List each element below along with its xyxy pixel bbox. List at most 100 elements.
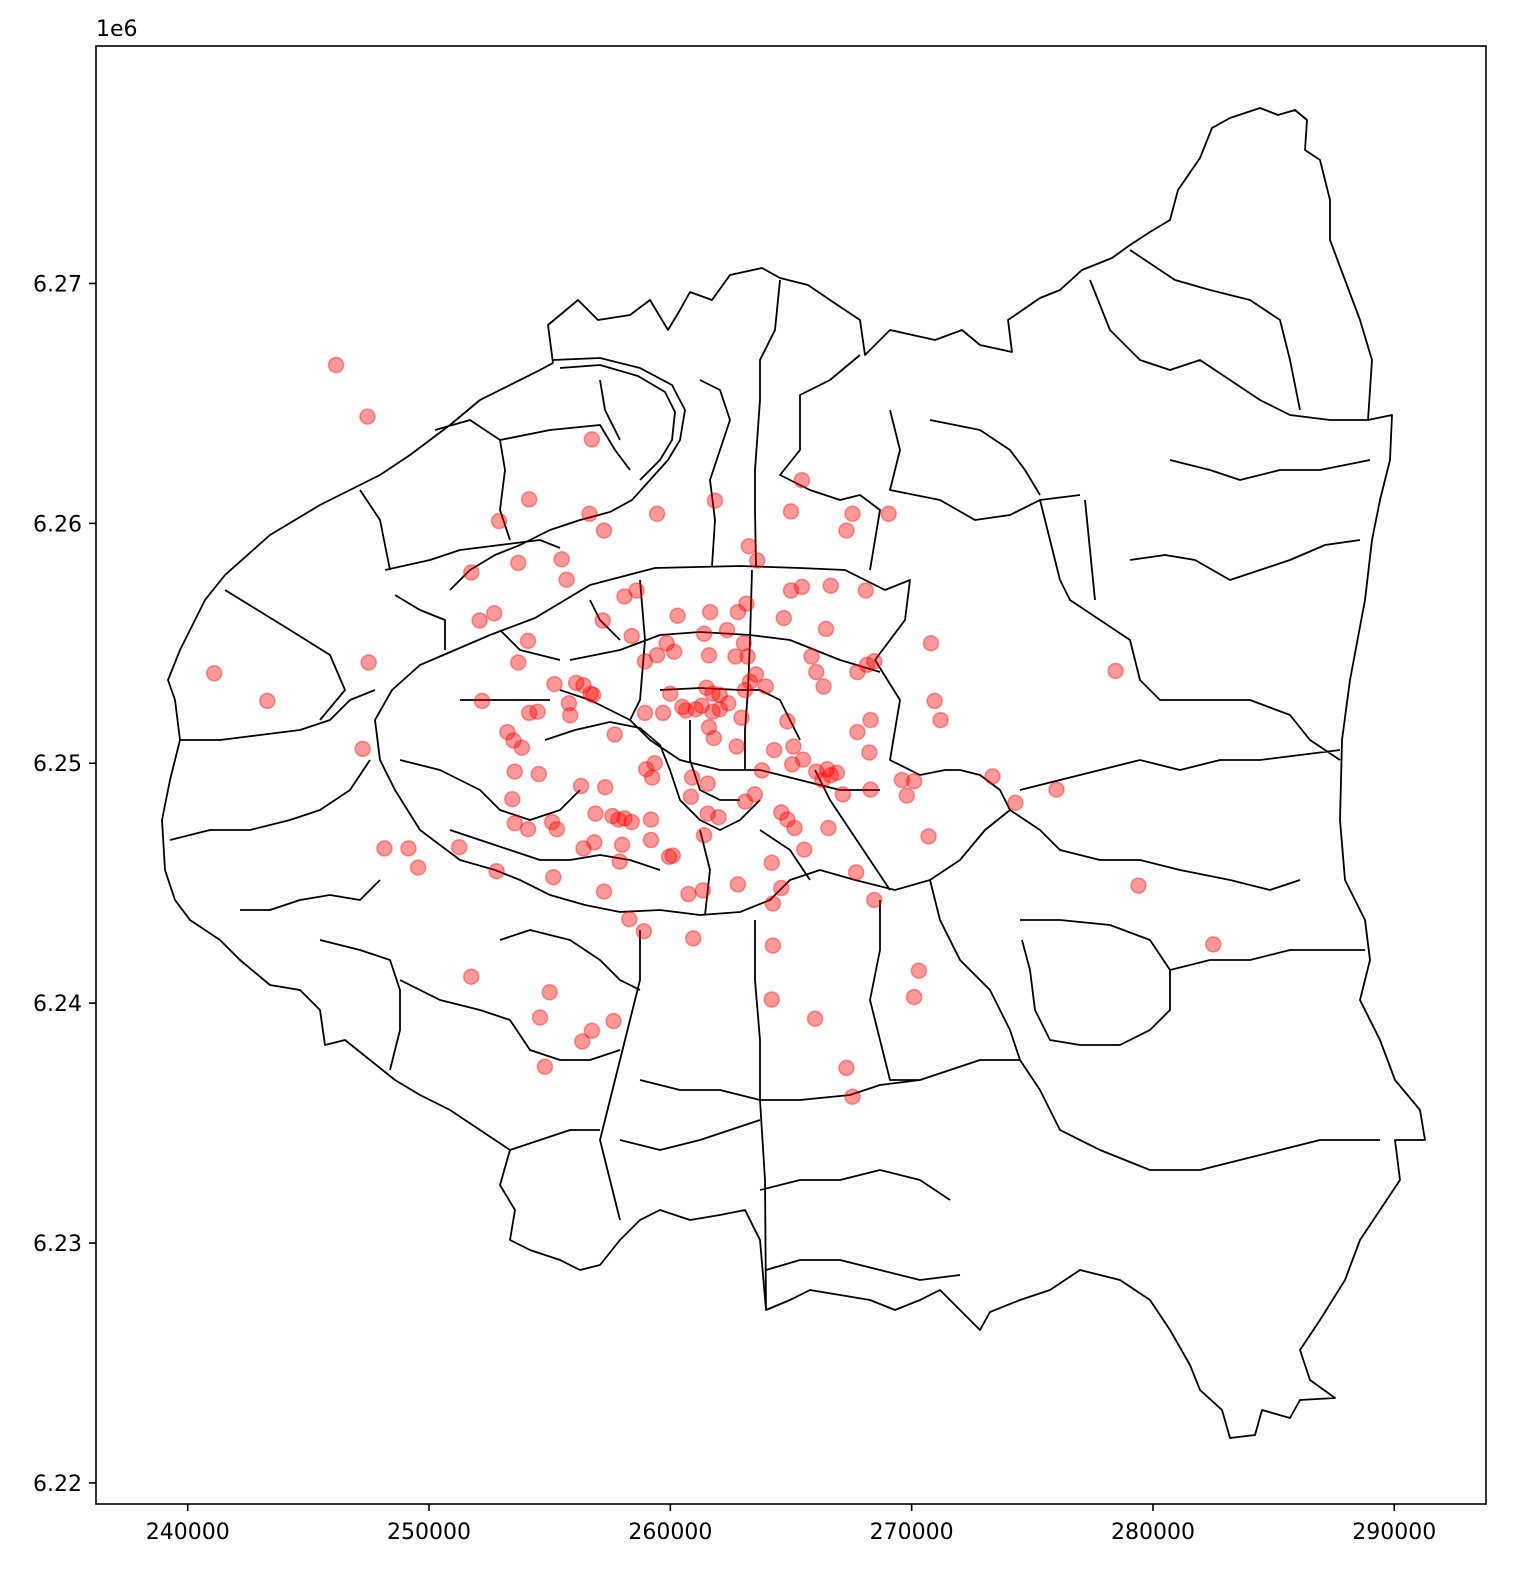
data-point bbox=[905, 772, 923, 790]
data-point bbox=[926, 692, 943, 710]
data-point bbox=[669, 607, 686, 624]
data-point bbox=[635, 922, 653, 940]
data-point bbox=[506, 763, 523, 780]
data-point bbox=[409, 859, 427, 876]
data-point bbox=[582, 685, 599, 702]
data-point bbox=[520, 704, 538, 722]
data-point bbox=[636, 704, 654, 722]
data-point bbox=[920, 828, 937, 845]
data-point bbox=[558, 571, 575, 588]
data-point bbox=[706, 492, 724, 509]
data-point bbox=[664, 847, 682, 864]
data-point bbox=[862, 711, 879, 729]
y-tick-label: 6.24 bbox=[33, 992, 82, 1017]
data-point bbox=[701, 603, 719, 621]
data-point bbox=[757, 678, 774, 695]
data-point bbox=[922, 635, 940, 652]
plot-frame bbox=[95, 45, 1487, 1505]
data-point bbox=[595, 522, 613, 539]
data-point bbox=[1130, 877, 1147, 894]
point-markers bbox=[205, 356, 1222, 1105]
data-point bbox=[763, 854, 780, 872]
data-point bbox=[704, 685, 721, 702]
data-point bbox=[605, 1012, 622, 1030]
region-outline bbox=[161, 107, 1426, 1439]
data-point bbox=[898, 787, 916, 804]
data-point bbox=[623, 813, 640, 831]
data-point bbox=[643, 769, 661, 786]
data-point bbox=[519, 820, 537, 838]
data-point bbox=[450, 838, 468, 856]
data-point bbox=[545, 868, 562, 886]
data-point bbox=[683, 769, 701, 786]
data-point bbox=[567, 674, 585, 692]
data-point bbox=[531, 1009, 549, 1026]
data-point bbox=[700, 719, 718, 736]
data-point bbox=[838, 1059, 855, 1077]
data-point bbox=[796, 841, 813, 858]
data-point bbox=[1107, 662, 1124, 680]
data-point bbox=[862, 781, 879, 798]
data-point bbox=[748, 552, 766, 569]
data-point bbox=[685, 930, 702, 947]
data-point bbox=[400, 840, 417, 857]
y-tick-label: 6.27 bbox=[33, 272, 82, 297]
data-point bbox=[775, 609, 793, 627]
data-point bbox=[660, 848, 678, 866]
data-point bbox=[733, 709, 750, 726]
data-point bbox=[786, 819, 803, 837]
data-point bbox=[583, 1022, 601, 1039]
data-point bbox=[682, 788, 700, 806]
data-point bbox=[519, 632, 537, 650]
data-point bbox=[866, 891, 883, 909]
x-tick-label: 280000 bbox=[1111, 1520, 1195, 1545]
data-point bbox=[834, 786, 852, 803]
data-point bbox=[572, 777, 590, 795]
data-point bbox=[710, 808, 727, 826]
data-point bbox=[575, 840, 592, 857]
data-point bbox=[820, 819, 837, 837]
data-point bbox=[543, 813, 561, 831]
data-point bbox=[753, 762, 771, 779]
data-point bbox=[541, 984, 558, 1001]
data-point bbox=[698, 679, 715, 696]
data-point bbox=[610, 811, 627, 828]
x-axis: 240000 250000 260000 270000 280000 290000 bbox=[146, 1504, 1436, 1545]
data-point bbox=[932, 711, 949, 729]
data-point bbox=[818, 760, 836, 778]
data-point bbox=[575, 677, 592, 694]
data-point bbox=[718, 621, 736, 639]
data-point bbox=[548, 820, 566, 838]
data-point bbox=[700, 647, 718, 664]
data-point bbox=[866, 653, 883, 670]
y-offset-label: 1e6 bbox=[96, 17, 138, 42]
data-point bbox=[536, 1058, 554, 1075]
data-point bbox=[642, 811, 660, 828]
data-point bbox=[574, 1033, 591, 1050]
data-point bbox=[822, 577, 840, 594]
data-point bbox=[485, 605, 503, 622]
data-point bbox=[764, 895, 782, 912]
data-point bbox=[747, 666, 765, 683]
data-point bbox=[861, 744, 878, 761]
data-point bbox=[616, 810, 633, 827]
data-point bbox=[699, 775, 716, 792]
x-tick-label: 240000 bbox=[146, 1520, 230, 1545]
data-point bbox=[785, 738, 802, 755]
data-point bbox=[847, 864, 865, 881]
x-tick-label: 270000 bbox=[870, 1520, 954, 1545]
data-point bbox=[736, 681, 754, 699]
data-point bbox=[729, 603, 747, 621]
data-point bbox=[665, 643, 683, 660]
data-point bbox=[711, 701, 729, 718]
data-point bbox=[674, 698, 691, 716]
data-point bbox=[490, 512, 508, 530]
data-point bbox=[880, 505, 897, 523]
data-point bbox=[849, 723, 866, 741]
data-point bbox=[510, 654, 527, 671]
x-tick-label: 260000 bbox=[628, 1520, 712, 1545]
data-point bbox=[720, 695, 737, 712]
data-point bbox=[504, 790, 521, 808]
data-point bbox=[739, 648, 756, 665]
data-point bbox=[520, 491, 538, 508]
